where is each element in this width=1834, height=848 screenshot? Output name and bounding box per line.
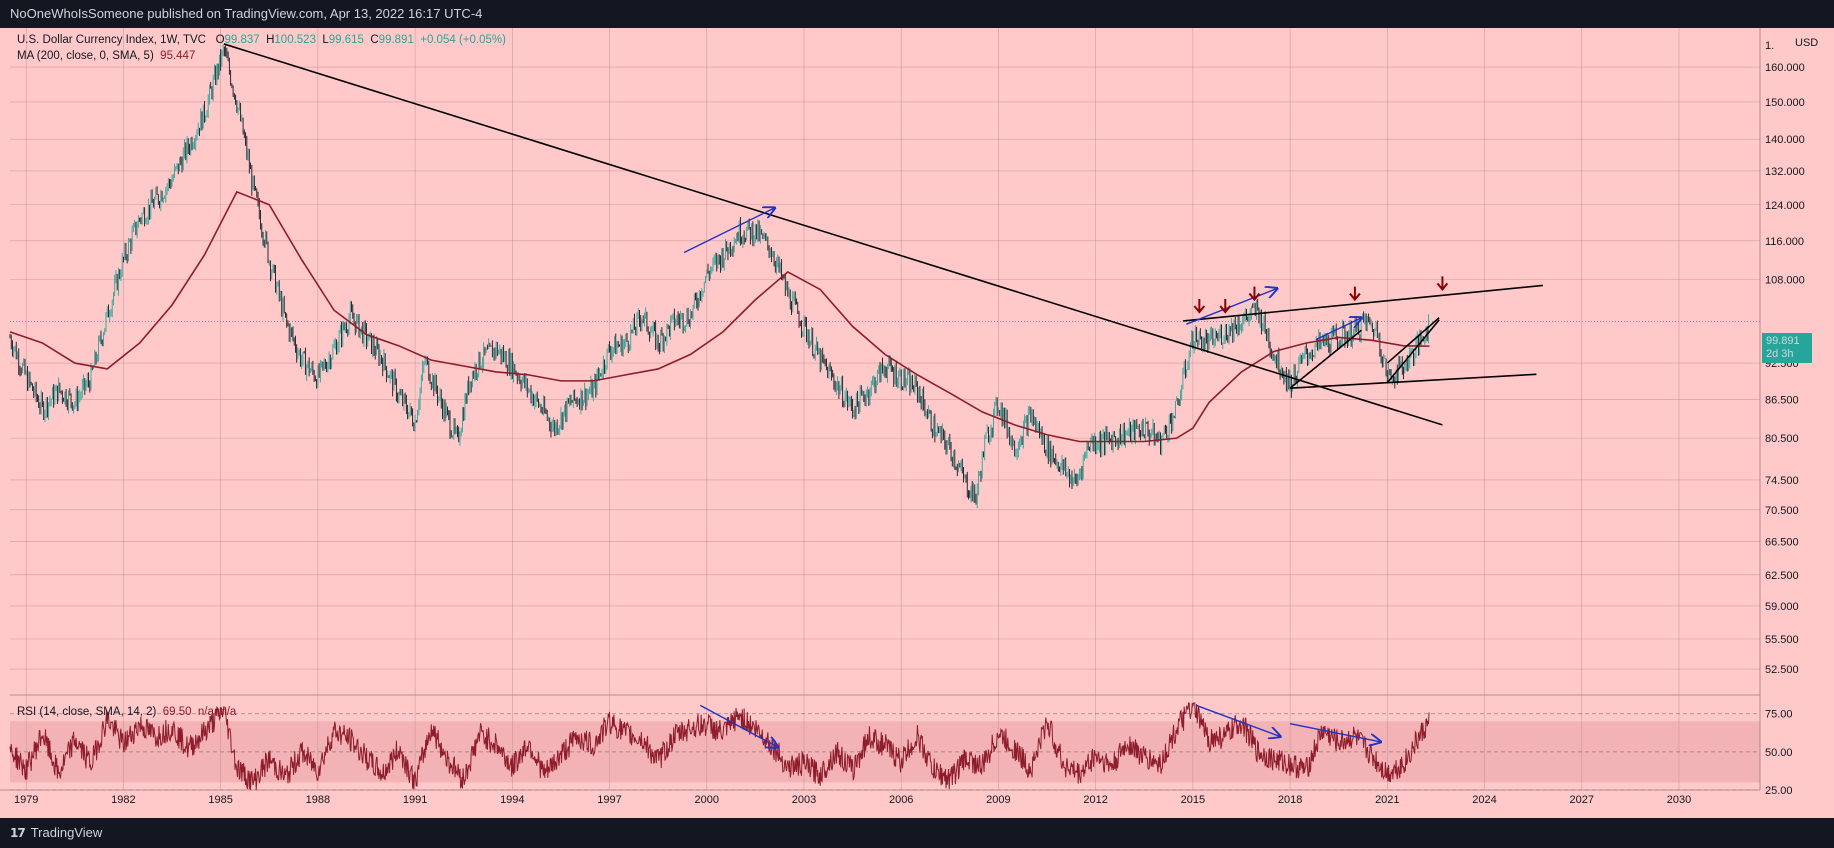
rsi-tick-0: 75.00 xyxy=(1765,709,1793,721)
rsi-line xyxy=(9,702,1430,791)
rsi-value: 69.50 xyxy=(162,706,192,718)
y-tick-2: 150.000 xyxy=(1765,97,1805,109)
blue-arrow-price-1 xyxy=(1186,288,1277,325)
ma-label[interactable]: MA (200, close, 0, SMA, 5) xyxy=(17,50,154,62)
rsi-na-1: n/a xyxy=(197,706,214,718)
currency-label: USD xyxy=(1795,37,1819,49)
low-value: 99.615 xyxy=(328,34,364,46)
red-down-arrow-3 xyxy=(1349,286,1361,302)
x-tick-2012: 2012 xyxy=(1083,794,1107,806)
x-tick-2027: 2027 xyxy=(1570,794,1594,806)
close-label: C xyxy=(370,34,379,46)
ma-value: 95.447 xyxy=(160,50,196,62)
y-tick-6: 116.000 xyxy=(1765,236,1804,248)
ohlc-values: O99.837 H100.523 L99.615 C99.891 +0.054 … xyxy=(209,34,506,46)
y-tick-14: 66.500 xyxy=(1765,536,1799,548)
x-tick-2030: 2030 xyxy=(1667,794,1691,806)
current-price-label: 99.891 2d 3h xyxy=(1762,333,1812,363)
published-header: NoOneWhoIsSomeone published on TradingVi… xyxy=(0,0,1834,28)
y-tick-3: 140.000 xyxy=(1765,134,1805,146)
trendline-long-term-downtrend xyxy=(223,43,1443,426)
red-down-arrow-2 xyxy=(1248,286,1261,302)
blue-arrow-rsi-0 xyxy=(699,704,778,747)
trendline-rising-wedge-2-upper xyxy=(1386,317,1440,364)
y-tick-17: 55.500 xyxy=(1765,634,1799,646)
rsi-tick-1: 50.00 xyxy=(1765,747,1793,759)
blue-arrow-price-0 xyxy=(683,208,775,254)
change-value: +0.054 (+0.05%) xyxy=(420,34,506,46)
high-value: 100.523 xyxy=(274,34,316,46)
tradingview-brand[interactable]: 17 TradingView xyxy=(10,818,102,848)
tradingview-logo-icon: 17 xyxy=(10,826,26,840)
x-tick-1985: 1985 xyxy=(208,794,232,806)
chart-background xyxy=(0,28,1834,818)
tradingview-brand-text: TradingView xyxy=(30,825,103,840)
rsi-tick-2: 25.00 xyxy=(1765,785,1793,797)
x-tick-2000: 2000 xyxy=(695,794,719,806)
red-down-arrow-0 xyxy=(1193,299,1206,314)
x-tick-1988: 1988 xyxy=(306,794,330,806)
trendline-rising-wedge-2-lower xyxy=(1386,319,1440,384)
y-tick-11: 80.500 xyxy=(1765,433,1799,445)
price-candles xyxy=(9,44,1429,509)
red-down-arrow-4 xyxy=(1436,276,1449,291)
x-tick-2006: 2006 xyxy=(889,794,913,806)
x-tick-2003: 2003 xyxy=(792,794,816,806)
ma-legend: MA (200, close, 0, SMA, 5) 95.447 xyxy=(17,50,195,62)
y-tick-4: 132.000 xyxy=(1765,166,1805,178)
x-tick-2018: 2018 xyxy=(1278,794,1302,806)
bar-countdown: 2d 3h xyxy=(1766,348,1794,360)
rsi-legend: RSI (14, close, SMA, 14, 2) 69.50 n/a n/… xyxy=(17,706,236,718)
x-tick-2009: 2009 xyxy=(986,794,1010,806)
symbol-name[interactable]: U.S. Dollar Currency Index, 1W, TVC xyxy=(17,34,206,46)
y-tick-15: 62.500 xyxy=(1765,570,1799,582)
y-tick-5: 124.000 xyxy=(1765,200,1805,212)
y-tick-10: 86.500 xyxy=(1765,394,1799,406)
rsi-na-2: n/a xyxy=(220,706,237,718)
blue-arrow-rsi-1 xyxy=(1195,704,1280,736)
y-tick-18: 52.500 xyxy=(1765,664,1799,676)
low-label: L xyxy=(322,34,329,46)
blue-arrow-rsi-2 xyxy=(1289,722,1381,742)
trendline-upper-channel-line xyxy=(1183,284,1543,322)
footer-bar: 17 TradingView xyxy=(0,818,1834,848)
x-tick-2021: 2021 xyxy=(1375,794,1399,806)
y-tick-12: 74.500 xyxy=(1765,475,1799,487)
open-label: O xyxy=(215,34,225,46)
red-down-arrow-1 xyxy=(1219,299,1232,314)
blue-arrow-price-2 xyxy=(1315,318,1361,341)
x-tick-1994: 1994 xyxy=(500,794,524,806)
y-tick-1: 160.000 xyxy=(1765,62,1805,74)
x-tick-1997: 1997 xyxy=(597,794,621,806)
y-tick-16: 59.000 xyxy=(1765,601,1799,613)
price-legend: U.S. Dollar Currency Index, 1W, TVC O99.… xyxy=(17,34,506,46)
rsi-label[interactable]: RSI (14, close, SMA, 14, 2) xyxy=(17,706,157,718)
x-tick-2024: 2024 xyxy=(1472,794,1496,806)
y-tick-13: 70.500 xyxy=(1765,505,1799,517)
trendline-rising-wedge-1-lower xyxy=(1289,329,1362,389)
high-label: H xyxy=(266,34,275,46)
y-tick-7: 108.000 xyxy=(1765,274,1805,286)
x-tick-1979: 1979 xyxy=(14,794,38,806)
moving-average-line xyxy=(9,190,1430,443)
close-value: 99.891 xyxy=(378,34,414,46)
published-text: NoOneWhoIsSomeone published on TradingVi… xyxy=(10,6,483,21)
open-value: 99.837 xyxy=(224,34,260,46)
x-tick-2015: 2015 xyxy=(1181,794,1205,806)
x-tick-1991: 1991 xyxy=(403,794,427,806)
trendline-lower-channel-line xyxy=(1290,373,1537,389)
x-tick-1982: 1982 xyxy=(111,794,135,806)
current-price: 99.891 xyxy=(1766,335,1800,347)
y-tick-0: 1. xyxy=(1765,40,1774,52)
